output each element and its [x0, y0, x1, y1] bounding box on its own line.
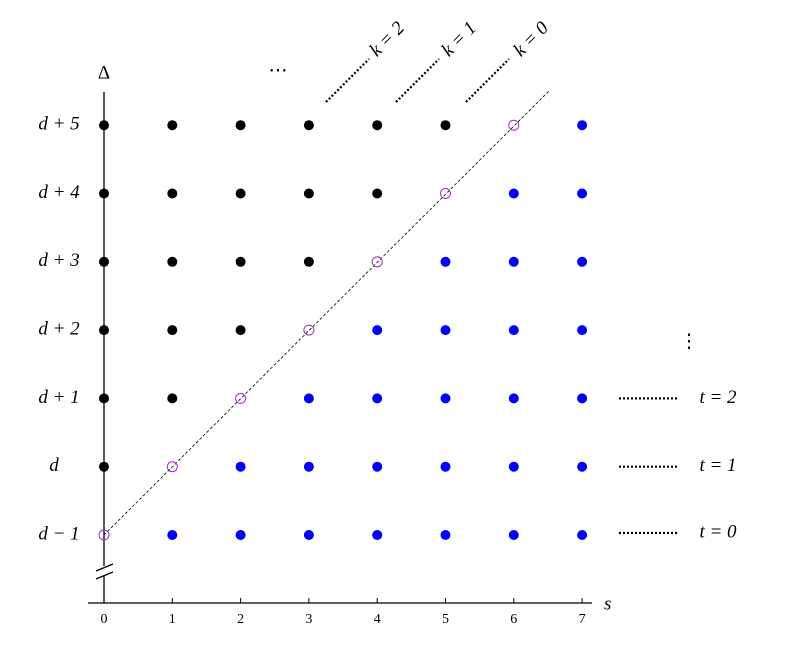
dot — [99, 120, 109, 131]
dot — [167, 120, 178, 131]
dot — [303, 393, 314, 404]
dot — [577, 461, 588, 472]
dot — [577, 393, 588, 404]
x-tick-label: 5 — [442, 612, 449, 627]
dot — [99, 325, 109, 336]
dot — [577, 256, 588, 267]
dot — [167, 256, 178, 267]
level-label: t = 1 — [699, 455, 736, 476]
dot — [440, 461, 451, 472]
x-tick-label: 3 — [305, 612, 312, 627]
dot — [167, 530, 178, 540]
dot — [440, 120, 451, 131]
open-dot — [508, 119, 520, 131]
dot — [508, 530, 519, 540]
x-tick-label: 7 — [579, 612, 586, 627]
axis-break — [95, 563, 114, 572]
dot — [577, 120, 588, 131]
level-label: t = 0 — [699, 521, 737, 542]
x-tick-label: 0 — [101, 612, 108, 627]
ellipsis: ⋯ — [269, 60, 288, 81]
dot — [235, 325, 246, 336]
dot — [440, 393, 451, 404]
open-dot — [371, 256, 383, 268]
row-label: d + 4 — [38, 182, 80, 203]
x-tick-label: 1 — [169, 612, 176, 627]
dot — [167, 325, 178, 336]
dot — [303, 120, 314, 131]
dot — [508, 461, 519, 472]
row-label: d + 1 — [38, 387, 79, 408]
row-label: d + 3 — [38, 250, 79, 271]
x-tick-label: 6 — [510, 612, 517, 627]
dot — [235, 256, 246, 267]
dot — [440, 256, 451, 267]
dot — [577, 325, 588, 336]
dot — [440, 530, 451, 540]
dot — [508, 325, 519, 336]
axis-label: s — [604, 593, 611, 614]
diagonal-label: k = 1 — [438, 18, 481, 61]
row-label: d + 5 — [38, 114, 79, 135]
dot — [372, 325, 383, 336]
level-label: t = 2 — [699, 387, 737, 408]
dotted-segment — [465, 58, 510, 103]
dot — [99, 188, 109, 199]
diagonal-line — [103, 90, 550, 536]
dot — [440, 325, 451, 336]
x-tick-label: 4 — [374, 612, 381, 627]
dot — [99, 461, 109, 472]
dot — [99, 256, 109, 267]
dotted-segment — [395, 58, 440, 103]
dot — [372, 393, 383, 404]
dot — [235, 188, 246, 199]
x-tick-label: 2 — [237, 612, 244, 627]
dot — [508, 256, 519, 267]
dot — [508, 188, 519, 199]
diagonal-label: k = 2 — [366, 17, 410, 61]
row-label: d + 2 — [38, 318, 80, 339]
open-dot — [166, 461, 178, 473]
dot — [577, 530, 588, 540]
dot — [303, 461, 314, 472]
open-dot — [235, 392, 247, 404]
dot — [372, 461, 383, 472]
dot — [235, 461, 246, 472]
dot — [577, 188, 588, 199]
dot — [303, 530, 314, 540]
dot — [235, 530, 246, 540]
open-dot — [98, 529, 110, 541]
dot — [167, 188, 178, 199]
axis-label: Δ — [98, 62, 110, 83]
open-dot — [440, 188, 451, 199]
row-label: d — [49, 455, 59, 476]
dot — [167, 393, 178, 404]
dotted-segment — [325, 58, 370, 103]
dot — [372, 530, 383, 540]
axis-break — [95, 571, 114, 580]
row-label: d − 1 — [38, 523, 79, 544]
dot — [372, 188, 383, 199]
dot — [508, 393, 519, 404]
dot — [303, 256, 314, 267]
ellipsis: ⋮ — [680, 331, 699, 352]
dot — [372, 120, 383, 131]
dot — [99, 393, 109, 404]
dot — [235, 120, 246, 131]
open-dot — [303, 324, 315, 336]
diagonal-label: k = 0 — [510, 17, 554, 61]
dot — [303, 188, 314, 199]
